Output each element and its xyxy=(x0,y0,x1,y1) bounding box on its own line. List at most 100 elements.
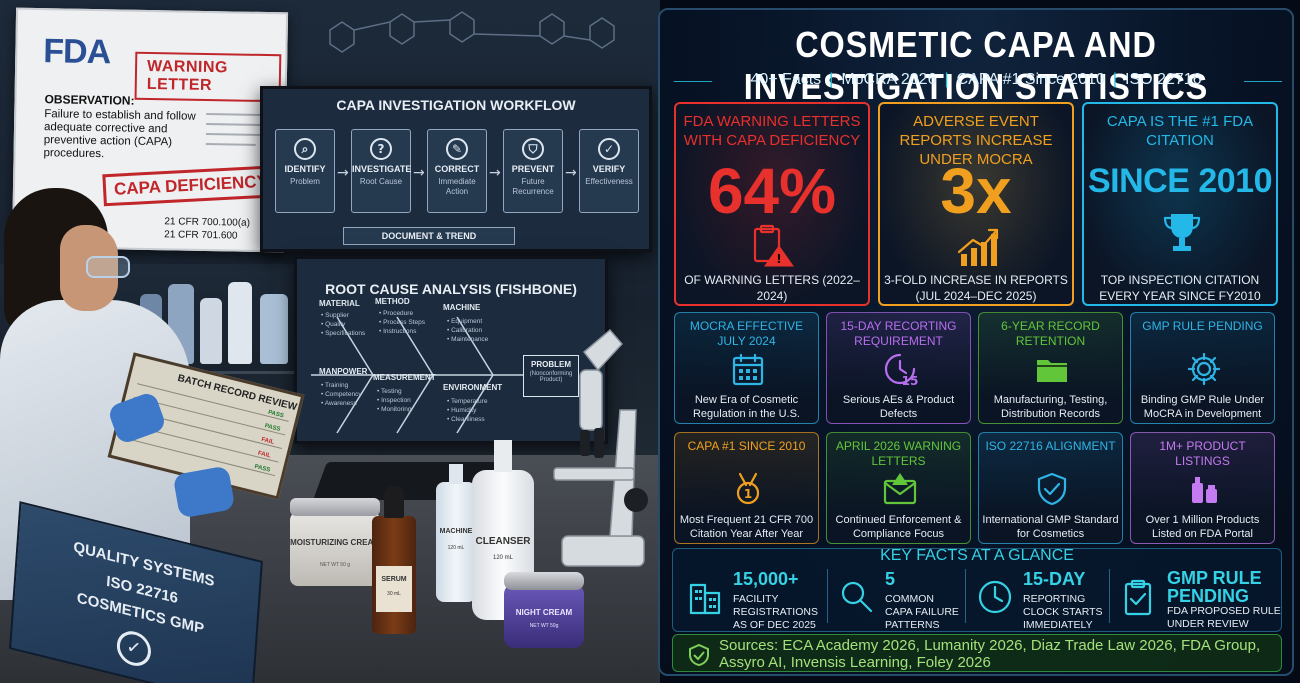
stat-card-heading: FDA WARNING LETTERS WITH CAPA DEFICIENCY xyxy=(683,113,861,149)
workflow-arrow: → xyxy=(413,165,425,181)
fishbone-manpower: MANPOWER xyxy=(319,367,368,376)
workflow-step-identify: ⌕ IDENTIFY Problem xyxy=(275,129,335,213)
subtitle-rule-right xyxy=(1244,81,1282,82)
workflow-step-label: IDENTIFY xyxy=(284,164,326,174)
fact-card-description: Serious AEs & Product Defects xyxy=(842,394,955,420)
fact-card-heading: CAPA #1 SINCE 2010 xyxy=(687,439,806,453)
stat-card-heading: CAPA IS THE #1 FDA CITATION xyxy=(1106,113,1254,149)
machine-bottle-label: MACHINE xyxy=(439,528,473,535)
fact-card-heading: ISO 22716 ALIGNMENT xyxy=(985,439,1116,453)
folder-icon xyxy=(1037,360,1067,382)
key-fact-value: 5 xyxy=(885,569,896,589)
night-cream-jar: NIGHT CREAM NET WT 50g xyxy=(504,572,584,648)
serum-volume: 30 mL xyxy=(387,591,401,597)
machine-bottle-volume: 120 mL xyxy=(447,545,465,551)
capa-workflow-monitor: CAPA INVESTIGATION WORKFLOW ⌕ IDENTIFY P… xyxy=(260,86,652,252)
problem-sub: (Nonconforming Product) xyxy=(529,371,573,383)
stat-card-value: 64% xyxy=(707,155,837,227)
sources-bar: Sources: ECA Academy 2026, Lumanity 2026… xyxy=(672,634,1282,672)
key-facts-title: KEY FACTS AT A GLANCE xyxy=(880,547,1074,564)
fact-card-description: Binding GMP Rule Under MoCRA in Developm… xyxy=(1140,394,1265,420)
fishbone-material-items: • Supplier • Quality • Specifications xyxy=(321,312,366,337)
check-circle-icon: ✓ xyxy=(598,138,620,160)
timer-15-icon: 15 xyxy=(884,353,918,387)
key-fact-divider xyxy=(965,569,966,623)
workflow-step-label: CORRECT xyxy=(434,164,480,174)
fact-card-description: International GMP Standard for Cosmetics xyxy=(982,514,1119,540)
workflow-step-sub: Problem xyxy=(290,177,320,186)
workflow-step-investigate: ? INVESTIGATE Root Cause xyxy=(351,129,411,213)
clipboard-warning-icon: ! xyxy=(753,224,794,267)
bottles-icon xyxy=(1192,477,1217,503)
fact-card-heading: 15-DAY RECORTING REQUIREMENT xyxy=(840,319,957,348)
stat-card-heading: ADVERSE EVENT REPORTS INCREASE UNDER MoC… xyxy=(899,113,1053,168)
subtitle-item: 40+ Facts xyxy=(750,71,822,88)
stat-card-2: ADVERSE EVENT REPORTS INCREASE UNDER MoC… xyxy=(878,102,1074,306)
growth-chart-icon xyxy=(957,228,999,266)
fishbone-monitor: ROOT CAUSE ANALYSIS (FISHBONE) MATERIAL … xyxy=(294,256,608,444)
calendar-icon xyxy=(732,353,764,386)
fishbone-environment: ENVIRONMENT xyxy=(443,383,503,392)
fishbone-method-items: • Procedure • Process Steps • Instructio… xyxy=(379,310,425,335)
fact-card-2: 15-DAY RECORTING REQUIREMENT 15 Serious … xyxy=(826,312,971,424)
subtitle-item: ISO 22716 xyxy=(1125,71,1202,88)
capa-deficiency-stamp: CAPA DEFICIENCY xyxy=(102,165,280,207)
clock-icon xyxy=(978,580,1012,614)
observation-label: OBSERVATION: xyxy=(44,92,135,108)
fact-card-7: ISO 22716 ALIGNMENT International GMP St… xyxy=(978,432,1123,544)
workflow-step-sub: Future Recurrence xyxy=(512,177,554,196)
stat-card-value: 3x xyxy=(940,155,1012,227)
cream-label: MOISTURIZING CREAM xyxy=(290,538,380,547)
sources-text: Sources: ECA Academy 2026, Lumanity 2026… xyxy=(719,637,1261,671)
magnifier-icon: ⌕ xyxy=(294,138,316,160)
fda-logo: FDA xyxy=(43,32,111,72)
workflow-step-sub: Effectiveness xyxy=(585,177,633,186)
svg-text:1: 1 xyxy=(744,487,752,501)
workflow-step-label: PREVENT xyxy=(511,164,555,174)
fact-card-8: 1M+ PRODUCT LISTINGS Over 1 Million Prod… xyxy=(1130,432,1275,544)
key-fact-divider xyxy=(1109,569,1110,623)
cream-weight: NET WT 50 g xyxy=(319,562,351,568)
wrench-icon: ✎ xyxy=(446,138,468,160)
molecule-diagrams xyxy=(329,11,615,53)
cleanser-volume: 120 mL xyxy=(492,555,513,561)
microscope xyxy=(553,328,648,567)
cfr-references: 21 CFR 700.100(a) 21 CFR 701.600 xyxy=(164,215,250,242)
moisturizing-cream-jar: MOISTURIZING CREAM NET WT 50 g xyxy=(290,498,380,586)
key-fact-description: COMMON CAPA FAILURE PATTERNS xyxy=(885,593,959,631)
key-fact-value: GMP RULE PENDING xyxy=(1167,568,1262,606)
subtitle-separator: | xyxy=(829,71,834,88)
key-fact-value: 15-DAY xyxy=(1023,569,1086,589)
lab-illustration: FDA WARNING LETTER OBSERVATION: Failure … xyxy=(0,0,660,683)
infographic-subtitle: 40+ Facts | MoCRA 2026 | CAPA #1 Since 2010 |… xyxy=(660,71,1292,89)
fishbone-method: METHOD xyxy=(375,297,410,306)
fishbone-measurement: MEASUREMENT xyxy=(373,373,436,382)
workflow-step-sub: Immediate Action xyxy=(438,177,476,196)
workflow-step-correct: ✎ CORRECT Immediate Action xyxy=(427,129,487,213)
key-fact-description: FACILITY REGISTRATIONS AS OF DEC 2025 xyxy=(733,593,818,631)
fishbone-material: MATERIAL xyxy=(319,299,360,308)
fishbone-lines xyxy=(311,316,523,434)
fact-card-heading: MoCRA EFFECTIVE JULY 2024 xyxy=(689,319,804,348)
workflow-step-label: VERIFY xyxy=(592,164,626,174)
stat-card-value: SINCE 2010 xyxy=(1088,162,1273,200)
subtitle-item: CAPA #1 Since 2010 xyxy=(956,71,1105,88)
workflow-arrow: → xyxy=(565,165,577,181)
fact-card-description: Continued Enforcement & Compliance Focus xyxy=(835,514,962,540)
medal-icon: 1 xyxy=(736,472,760,505)
fishbone-machine: MACHINE xyxy=(443,303,481,312)
scientist-face xyxy=(60,225,118,311)
night-cream-label: NIGHT CREAM xyxy=(515,608,573,617)
fact-card-1: MoCRA EFFECTIVE JULY 2024 New Era of Cos… xyxy=(674,312,819,424)
stat-card-description: 3-FOLD INCREASE IN REPORTS (JUL 2024–DEC… xyxy=(884,273,1068,303)
workflow-step-prevent: ⛉ PREVENT Future Recurrence xyxy=(503,129,563,213)
shield-check-icon xyxy=(689,643,709,667)
fact-card-description: Manufacturing, Testing, Distribution Rec… xyxy=(993,394,1108,420)
fishbone-title: ROOT CAUSE ANALYSIS (FISHBONE) xyxy=(325,281,577,297)
infographic-title: COSMETIC CAPA AND INVESTIGATION STATISTI… xyxy=(743,24,1209,107)
fact-card-heading: 1M+ PRODUCT LISTINGS xyxy=(1159,439,1246,468)
key-fact-description: REPORTING CLOCK STARTS IMMEDIATELY xyxy=(1023,593,1103,631)
machine-bottle: MACHINE 120 mL xyxy=(436,464,476,602)
svg-text:!: ! xyxy=(776,252,781,266)
building-icon xyxy=(689,583,721,615)
